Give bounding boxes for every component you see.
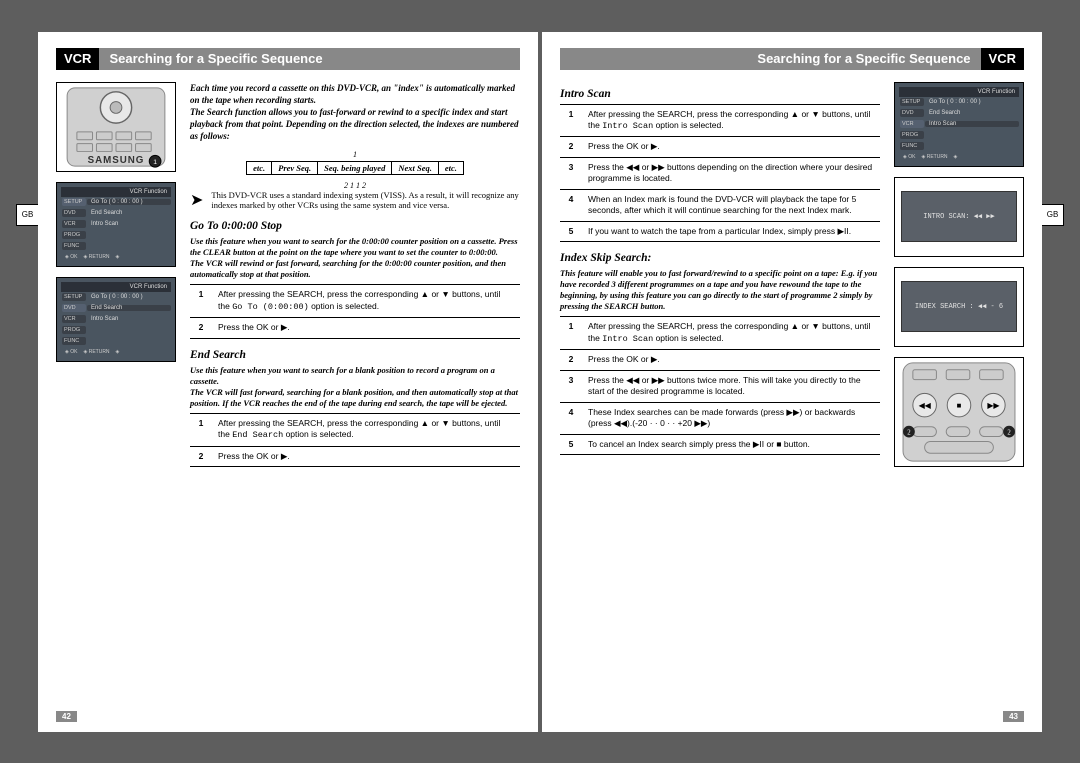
- svg-text:2: 2: [907, 429, 911, 436]
- section-heading: End Search: [190, 349, 520, 361]
- osd-figure-right: VCR Function SETUPGo To ( 0 : 00 : 00 )D…: [894, 82, 1024, 167]
- svg-text:■: ■: [957, 401, 962, 410]
- section-heading: Intro Scan: [560, 88, 880, 100]
- right-page: GB VCR Searching for a Specific Sequence…: [542, 32, 1042, 732]
- index-search-display: INDEX SEARCH : ◀◀ - 6: [894, 267, 1024, 347]
- step-table: 1After pressing the SEARCH, press the co…: [560, 316, 880, 455]
- remote-figure: 1 SAMSUNG: [56, 82, 176, 172]
- step-table: 1After pressing the SEARCH, press the co…: [560, 104, 880, 243]
- page-number: 42: [56, 711, 77, 722]
- index-diagram: 1 etc.Prev Seq.Seq. being playedNext Seq…: [190, 150, 520, 190]
- osd-rows: SETUPGo To ( 0 : 00 : 00 )DVDEnd SearchV…: [61, 292, 171, 347]
- region-tab: GB: [1042, 204, 1064, 226]
- step-table: 1After pressing the SEARCH, press the co…: [190, 413, 520, 467]
- left-page: GB VCR Searching for a Specific Sequence: [38, 32, 538, 732]
- svg-text:SAMSUNG: SAMSUNG: [88, 155, 145, 166]
- section-heading: Index Skip Search:: [560, 252, 880, 264]
- note: ➤ This DVD-VCR uses a standard indexing …: [190, 190, 520, 210]
- osd-figure-2: VCR Function SETUPGo To ( 0 : 00 : 00 )D…: [56, 277, 176, 362]
- intro-text: Each time you record a cassette on this …: [190, 82, 520, 143]
- svg-text:2: 2: [1007, 429, 1011, 436]
- header-tag: VCR: [56, 48, 99, 70]
- header-tag: VCR: [981, 48, 1024, 70]
- section-heading: Go To 0:00:00 Stop: [190, 220, 520, 232]
- svg-text:1: 1: [153, 159, 157, 166]
- osd-figure-1: VCR Function SETUPGo To ( 0 : 00 : 00 )D…: [56, 182, 176, 267]
- page-number: 43: [1003, 711, 1024, 722]
- intro-scan-display: INTRO SCAN: ◀◀ ▶▶: [894, 177, 1024, 257]
- header-title: Searching for a Specific Sequence: [560, 48, 981, 70]
- step-table: 1After pressing the SEARCH, press the co…: [190, 284, 520, 338]
- remote-figure-2: ◀◀ ■ ▶▶ 2 2: [894, 357, 1024, 467]
- header-title: Searching for a Specific Sequence: [99, 48, 520, 70]
- osd-rows: SETUPGo To ( 0 : 00 : 00 )DVDEnd SearchV…: [61, 197, 171, 252]
- svg-text:◀◀: ◀◀: [919, 401, 932, 410]
- region-tab: GB: [16, 204, 38, 226]
- page-header: VCR Searching for a Specific Sequence: [56, 48, 520, 70]
- svg-text:▶▶: ▶▶: [987, 401, 1000, 410]
- note-icon: ➤: [190, 190, 203, 210]
- page-header: VCR Searching for a Specific Sequence: [560, 48, 1024, 70]
- page-spread: GB VCR Searching for a Specific Sequence: [20, 32, 1060, 732]
